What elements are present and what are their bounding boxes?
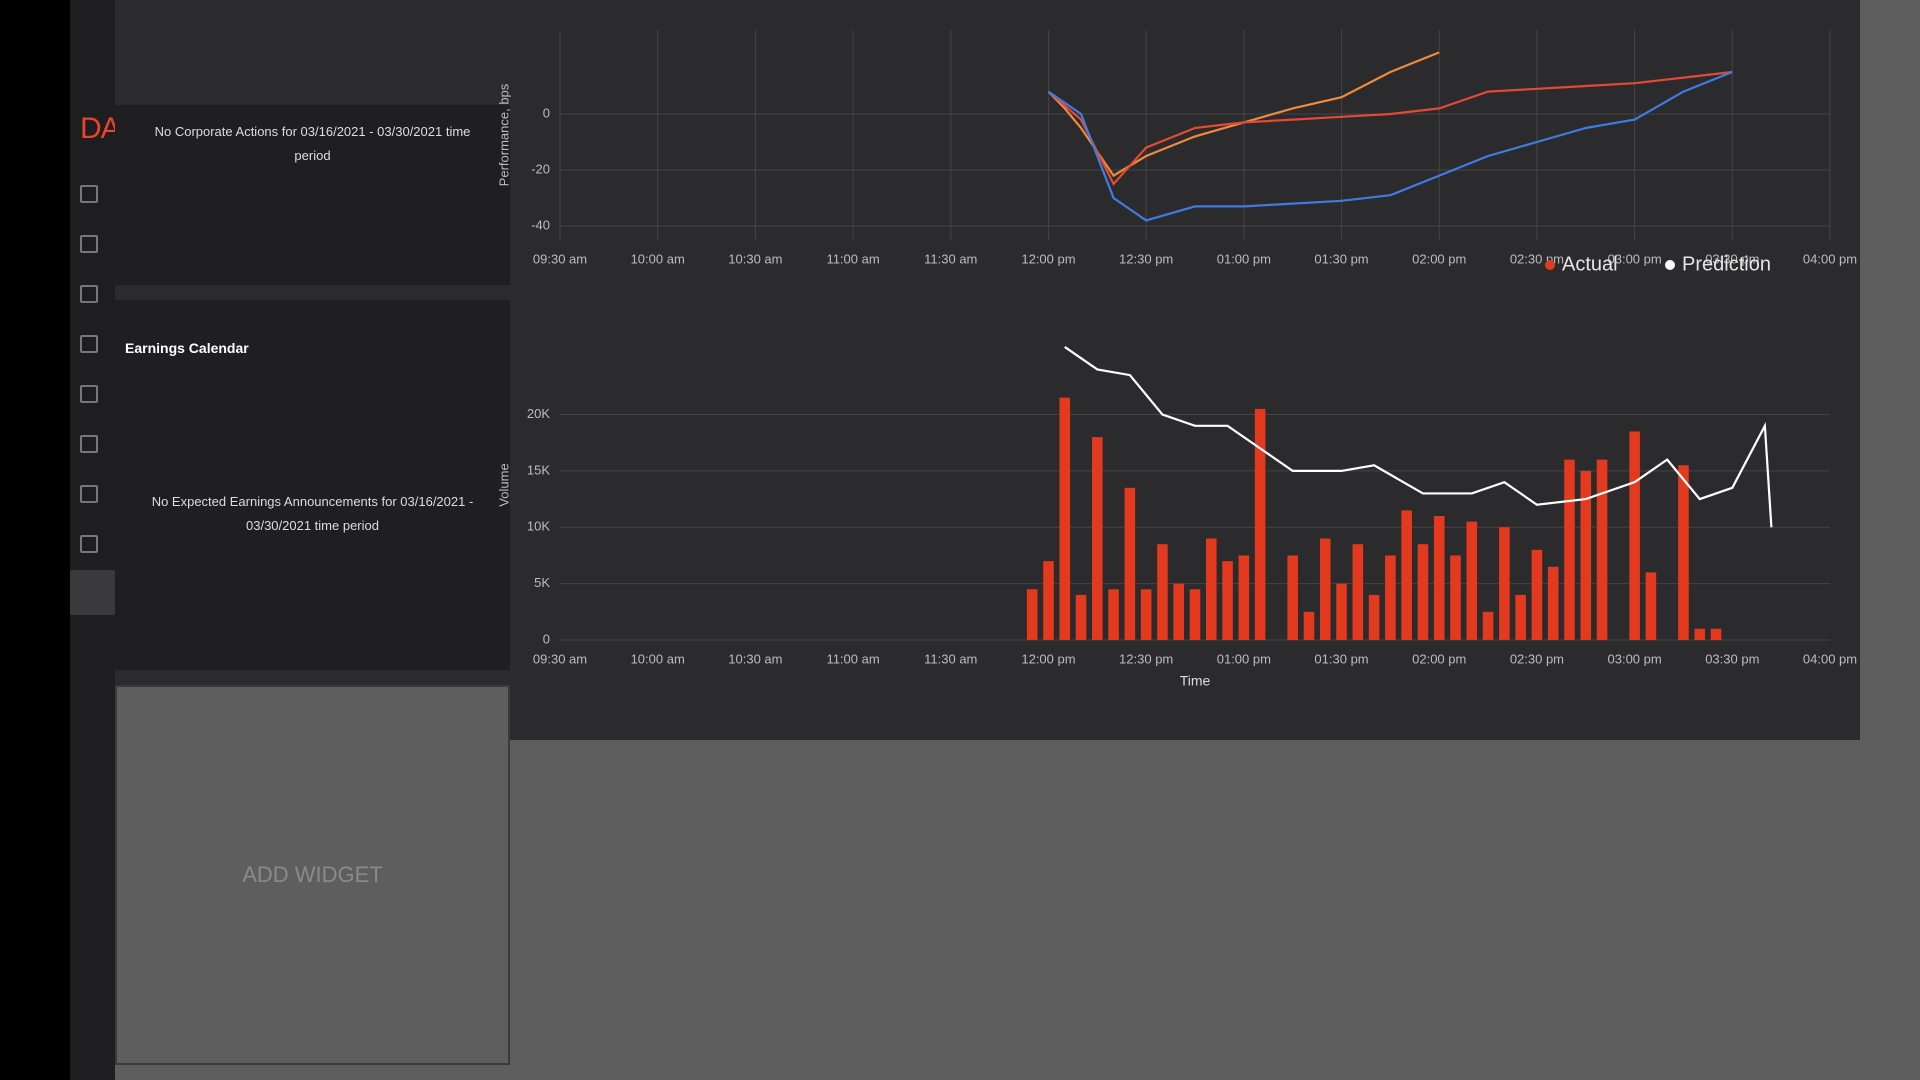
nav-icon[interactable] bbox=[80, 485, 98, 503]
nav-icon[interactable] bbox=[80, 435, 98, 453]
nav-icon[interactable] bbox=[80, 185, 98, 203]
sidebar bbox=[70, 0, 115, 1080]
panel-message: No Corporate Actions for 03/16/2021 - 03… bbox=[154, 124, 471, 163]
nav-icon[interactable] bbox=[80, 335, 98, 353]
add-widget[interactable]: ADD WIDGET bbox=[115, 685, 510, 1065]
add-widget-label: ADD WIDGET bbox=[242, 862, 383, 887]
corporate-actions-panel: No Corporate Actions for 03/16/2021 - 03… bbox=[115, 105, 510, 285]
earnings-calendar-panel: Earnings Calendar No Expected Earnings A… bbox=[115, 300, 510, 670]
panel-message: No Expected Earnings Announcements for 0… bbox=[151, 494, 474, 533]
nav-icon-active[interactable] bbox=[70, 570, 115, 615]
nav-icon[interactable] bbox=[80, 285, 98, 303]
nav-icon[interactable] bbox=[80, 235, 98, 253]
nav-icon[interactable] bbox=[80, 535, 98, 553]
nav-icon[interactable] bbox=[80, 385, 98, 403]
panel-title: Earnings Calendar bbox=[125, 340, 249, 356]
